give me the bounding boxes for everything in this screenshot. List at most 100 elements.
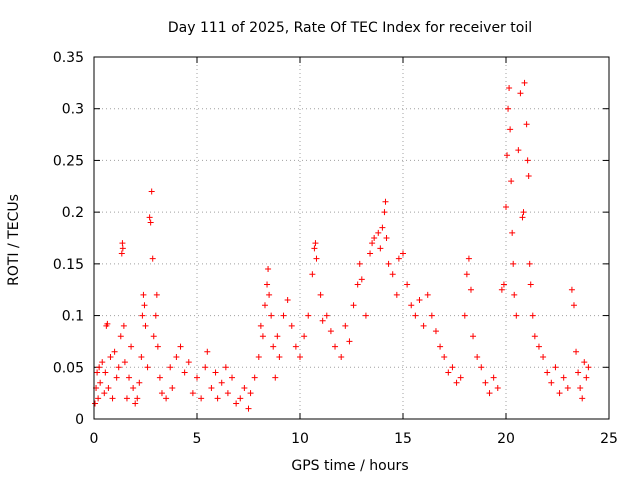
y-tick-label: 0.15 [53,257,84,273]
data-point [570,302,577,309]
data-point [247,390,254,397]
data-point [379,224,386,231]
data-point [381,209,388,216]
data-point [126,374,133,381]
data-point [494,384,501,391]
data-point [146,214,153,221]
data-point [101,390,108,397]
data-point [400,250,406,257]
data-point [354,281,361,288]
data-point [158,390,165,397]
y-tick-label: 0.3 [62,102,84,118]
data-point [147,219,154,226]
data-point [270,343,277,350]
data-point [104,320,111,327]
data-point [107,353,114,360]
data-point [412,312,419,319]
data-point [311,245,318,252]
data-point [105,384,112,391]
data-point [540,353,547,360]
x-tick-label: 15 [394,431,412,447]
data-point [305,312,312,319]
data-point [428,312,435,319]
data-point [319,317,326,324]
data-point [524,157,531,164]
data-point [185,359,192,366]
data-point [504,152,511,159]
data-point [257,322,264,329]
data-point [224,390,231,397]
data-point [119,245,126,252]
data-point [140,291,147,298]
data-point [266,291,273,298]
data-point [102,369,109,376]
data-point [167,364,174,371]
data-point [237,395,244,402]
data-point [118,250,125,257]
data-point [385,260,392,267]
data-point [233,400,240,407]
data-point [393,291,400,298]
data-point [313,255,320,262]
data-point [150,333,157,340]
data-point [389,271,396,278]
data-point [138,353,145,360]
data-point [523,121,530,128]
data-point [506,85,513,92]
data-point [520,209,527,216]
data-point [585,364,592,371]
data-point [515,147,522,154]
y-tick-label: 0.2 [62,205,84,221]
data-point [535,343,542,350]
data-point [583,374,590,381]
data-point [556,390,563,397]
data-point [312,240,319,247]
data-point [482,379,489,386]
data-point [280,312,287,319]
data-point [577,384,584,391]
data-point [241,384,248,391]
data-point [508,178,515,185]
data-point [212,369,219,376]
data-points [92,79,592,412]
data-point [395,255,402,262]
data-point [531,333,538,340]
data-point [156,374,163,381]
y-axis-label: ROTI / TECUs [6,194,22,286]
data-point [503,203,509,210]
data-point [332,343,339,350]
data-point [560,374,567,381]
data-point [148,188,155,195]
data-point [154,343,161,350]
data-point [575,369,582,376]
data-point [194,374,200,381]
data-point [457,374,464,381]
data-point [317,291,324,298]
data-point [498,286,505,293]
data-point [301,333,308,340]
x-tick-label: 5 [193,431,202,447]
data-point [142,322,149,329]
data-point [463,271,470,278]
data-point [404,281,411,288]
y-tick-label: 0.35 [53,50,84,66]
data-point [292,343,299,350]
data-point [111,348,118,355]
data-point [288,322,295,329]
data-point [467,286,474,293]
data-point [113,374,120,381]
data-point [169,384,176,391]
data-point [163,395,170,402]
data-point [369,240,376,247]
data-point [519,214,526,221]
data-point [579,395,586,402]
data-point [327,328,334,335]
data-point [119,240,126,247]
data-point [264,281,271,288]
data-point [478,364,485,371]
y-tick-label: 0 [75,412,84,428]
data-point [424,291,431,298]
data-point [139,312,146,319]
data-point [445,369,452,376]
data-point [99,359,106,366]
